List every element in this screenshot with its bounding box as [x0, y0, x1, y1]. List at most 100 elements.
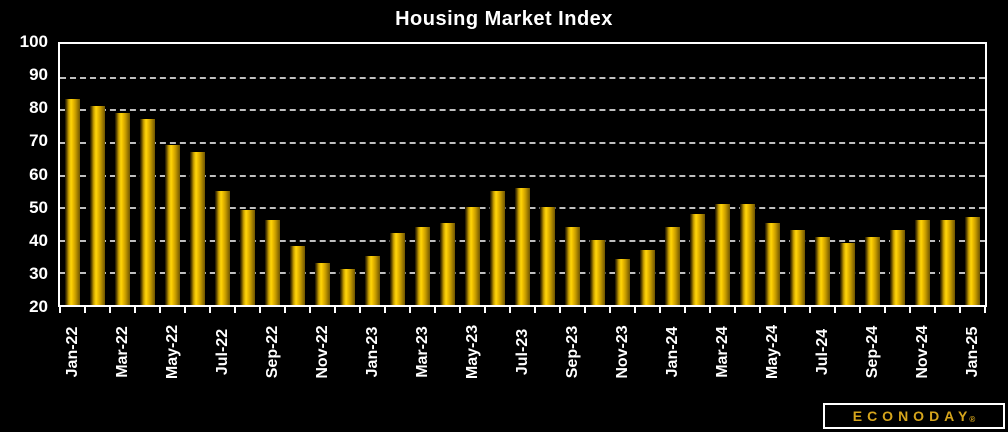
x-axis-tick: [484, 307, 486, 313]
bar-Aug-23: [540, 207, 555, 305]
x-axis-tick: [734, 307, 736, 313]
bar-Feb-24: [690, 213, 705, 305]
plot-area: [58, 42, 987, 307]
bar-Jan-22: [65, 99, 80, 305]
x-axis-tick-label: Mar-22: [113, 326, 131, 378]
x-axis-tick-label: Jan-24: [663, 326, 681, 378]
x-axis-tick-label: Jan-25: [963, 326, 981, 378]
x-axis-tick-label: May-24: [763, 324, 781, 380]
x-axis-tick: [884, 307, 886, 313]
x-axis-tick: [759, 307, 761, 313]
x-axis-tick: [784, 307, 786, 313]
x-axis-tick: [234, 307, 236, 313]
gridline-60: [60, 174, 985, 177]
bar-Oct-22: [290, 246, 305, 305]
x-axis-tick: [859, 307, 861, 313]
x-axis-tick: [284, 307, 286, 313]
chart-title: Housing Market Index: [395, 8, 613, 30]
x-axis-tick-label: Mar-23: [413, 326, 431, 378]
x-axis-tick-label: Nov-23: [613, 325, 631, 379]
bar-Jun-22: [190, 151, 205, 305]
x-axis-tick-label: Nov-24: [913, 325, 931, 379]
econoday-logo: ECONODAY ®: [823, 403, 1005, 429]
y-axis-tick-label: 30: [29, 263, 48, 283]
bar-Mar-22: [115, 112, 130, 305]
y-axis-tick-label: 70: [29, 131, 48, 151]
bar-Mar-24: [715, 203, 730, 305]
x-axis-tick-label: Mar-24: [713, 326, 731, 378]
y-axis-tick-label: 100: [19, 32, 48, 51]
x-axis-tick: [909, 307, 911, 313]
x-axis-tick-label: Sep-23: [563, 325, 581, 379]
x-axis-tick: [584, 307, 586, 313]
x-axis-tick: [809, 307, 811, 313]
bar-Oct-23: [590, 239, 605, 305]
bar-Jun-24: [790, 229, 805, 305]
x-axis-tick-label: May-23: [463, 324, 481, 380]
x-axis-tick: [834, 307, 836, 313]
gridline-80: [60, 109, 985, 112]
x-axis-tick: [259, 307, 261, 313]
bar-Apr-24: [740, 203, 755, 305]
bar-Jul-23: [515, 187, 530, 305]
x-axis-tick: [634, 307, 636, 313]
bar-Sep-22: [265, 220, 280, 305]
x-axis-tick-label: Jul-22: [213, 328, 231, 376]
bar-Aug-22: [240, 210, 255, 305]
gridline-70: [60, 141, 985, 144]
x-axis-tick: [509, 307, 511, 313]
x-axis-tick: [384, 307, 386, 313]
bar-Feb-23: [390, 233, 405, 305]
x-axis-tick: [359, 307, 361, 313]
bar-Aug-24: [840, 243, 855, 305]
bar-Apr-23: [440, 223, 455, 305]
bar-Sep-23: [565, 226, 580, 305]
x-axis-tick: [159, 307, 161, 313]
x-axis-tick: [134, 307, 136, 313]
x-axis-tick: [84, 307, 86, 313]
x-axis-tick: [209, 307, 211, 313]
x-axis-tick-label: Sep-22: [263, 325, 281, 379]
x-axis-tick: [334, 307, 336, 313]
bar-May-23: [465, 207, 480, 305]
bar-May-22: [165, 145, 180, 305]
bar-Nov-24: [915, 220, 930, 305]
bar-Jan-23: [365, 256, 380, 305]
x-axis-tick: [684, 307, 686, 313]
x-axis-tick: [959, 307, 961, 313]
y-axis-tick-label: 80: [29, 98, 48, 118]
y-axis-tick-label: 20: [29, 297, 48, 316]
bar-Dec-23: [640, 249, 655, 305]
x-axis-tick-label: Nov-22: [313, 325, 331, 379]
bar-Dec-24: [940, 220, 955, 305]
x-axis-tick: [434, 307, 436, 313]
x-axis-tick-label: May-22: [163, 324, 181, 380]
x-axis-tick: [659, 307, 661, 313]
x-axis-tick: [559, 307, 561, 313]
x-axis-tick: [709, 307, 711, 313]
bar-Feb-22: [90, 106, 105, 305]
y-axis-tick-label: 90: [29, 65, 48, 85]
bar-Jan-24: [665, 226, 680, 305]
bar-Apr-22: [140, 119, 155, 305]
bar-Jul-24: [815, 236, 830, 305]
bar-Jan-25: [965, 216, 980, 305]
bar-Nov-22: [315, 262, 330, 305]
x-axis-tick: [534, 307, 536, 313]
bar-Dec-22: [340, 269, 355, 305]
x-axis-tick-label: Jul-23: [513, 328, 531, 376]
x-axis-tick: [934, 307, 936, 313]
bar-Nov-23: [615, 259, 630, 305]
x-axis-tick: [409, 307, 411, 313]
x-axis-tick-label: Jan-22: [63, 326, 81, 378]
x-axis-tick: [59, 307, 61, 313]
x-axis-tick-label: Jan-23: [363, 326, 381, 378]
gridline-90: [60, 76, 985, 79]
x-axis-tick: [984, 307, 986, 313]
econoday-logo-text: ECONODAY: [852, 408, 973, 424]
bar-Sep-24: [865, 236, 880, 305]
registered-trademark-icon: ®: [969, 415, 976, 424]
x-axis-tick: [309, 307, 311, 313]
x-axis-tick: [459, 307, 461, 313]
bar-Jun-23: [490, 190, 505, 305]
